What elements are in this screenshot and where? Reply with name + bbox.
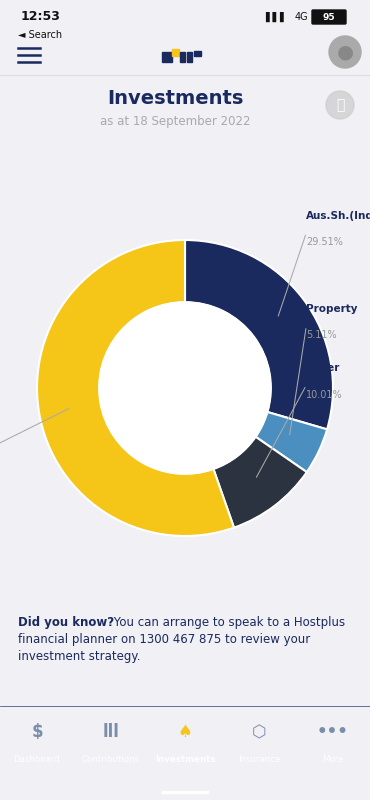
Text: 5.11%: 5.11% xyxy=(306,330,337,341)
Text: Dashboard: Dashboard xyxy=(14,755,60,765)
Text: ▌▌▌: ▌▌▌ xyxy=(265,12,287,22)
Text: ⤢: ⤢ xyxy=(336,98,344,112)
Text: More: More xyxy=(322,755,344,765)
Bar xyxy=(172,49,179,56)
Text: 12:53: 12:53 xyxy=(20,10,60,23)
Text: 4G: 4G xyxy=(295,12,309,22)
Text: •••: ••• xyxy=(317,723,349,741)
Text: Property: Property xyxy=(306,304,358,314)
Text: as at 18 September 2022: as at 18 September 2022 xyxy=(100,115,250,129)
Text: Investments: Investments xyxy=(107,89,243,107)
Wedge shape xyxy=(213,437,307,528)
Text: Insurance: Insurance xyxy=(238,755,280,765)
Bar xyxy=(187,52,192,62)
Text: lll: lll xyxy=(102,723,120,741)
Text: 95: 95 xyxy=(323,13,335,22)
Text: ⬡: ⬡ xyxy=(252,723,266,741)
Circle shape xyxy=(99,302,271,474)
Text: ◄ Search: ◄ Search xyxy=(18,30,62,40)
Text: Did you know?: Did you know? xyxy=(18,616,114,629)
Text: Contributions: Contributions xyxy=(82,755,140,765)
Bar xyxy=(194,51,201,56)
Text: financial planner on 1300 467 875 to review your: financial planner on 1300 467 875 to rev… xyxy=(18,633,310,646)
Text: 10.01%: 10.01% xyxy=(306,390,343,400)
Wedge shape xyxy=(256,412,327,472)
Text: 29.51%: 29.51% xyxy=(306,238,343,247)
Text: Investments: Investments xyxy=(155,755,215,765)
Text: You can arrange to speak to a Hostplus: You can arrange to speak to a Hostplus xyxy=(110,616,345,629)
Bar xyxy=(162,52,172,62)
Circle shape xyxy=(329,36,361,68)
Text: ♠: ♠ xyxy=(178,723,192,741)
Text: Other: Other xyxy=(306,363,340,373)
Circle shape xyxy=(326,91,354,119)
Text: investment strategy.: investment strategy. xyxy=(18,650,141,663)
Wedge shape xyxy=(37,240,234,536)
Text: $: $ xyxy=(31,723,43,741)
Wedge shape xyxy=(185,240,333,430)
FancyBboxPatch shape xyxy=(312,10,346,24)
Text: ●: ● xyxy=(336,42,353,62)
Text: Aus.Sh.(Indexed): Aus.Sh.(Indexed) xyxy=(306,210,370,221)
Bar xyxy=(180,52,185,62)
